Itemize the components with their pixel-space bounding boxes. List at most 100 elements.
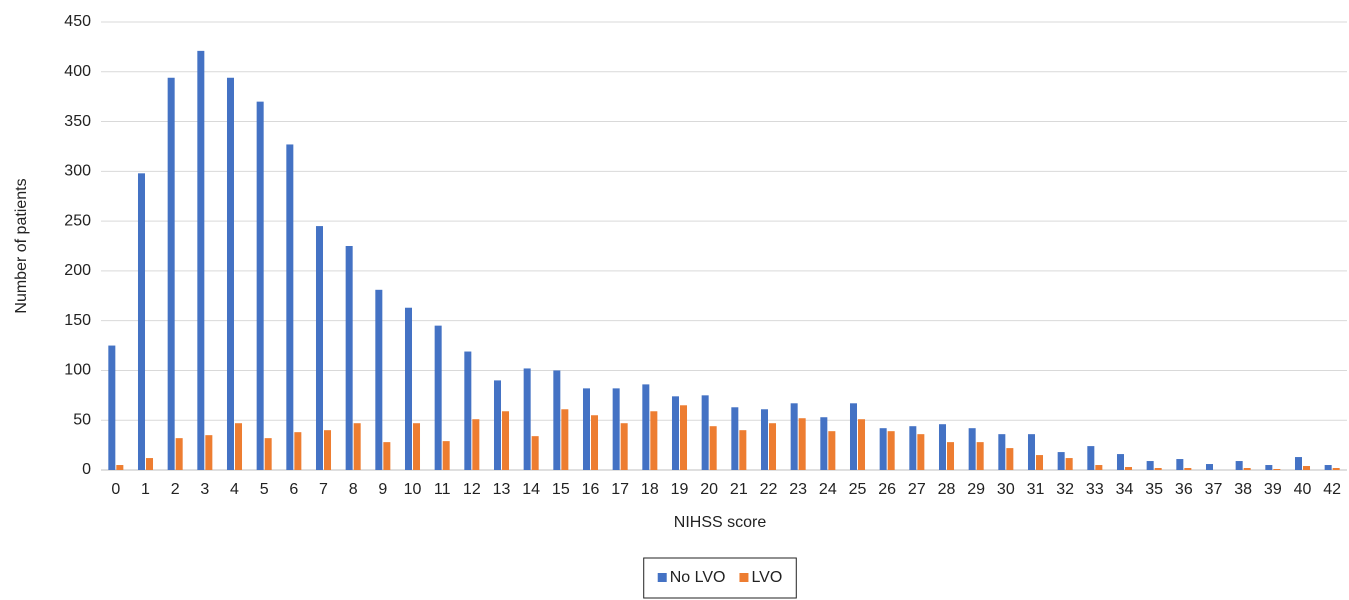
x-tick-label: 25 — [849, 481, 867, 498]
bar — [731, 407, 739, 470]
bar — [116, 465, 124, 470]
bar — [1116, 454, 1124, 470]
bar — [523, 368, 531, 470]
bar — [1294, 457, 1302, 470]
x-tick-label: 32 — [1056, 481, 1074, 498]
bar — [383, 442, 391, 470]
x-tick-label: 37 — [1205, 481, 1223, 498]
x-tick-label: 9 — [378, 481, 387, 498]
y-tick-label: 50 — [73, 411, 91, 428]
bar — [502, 411, 510, 470]
bar — [879, 428, 887, 470]
bar — [1146, 461, 1154, 470]
x-tick-label: 11 — [434, 481, 451, 498]
bar — [1006, 448, 1014, 470]
y-tick-label: 150 — [64, 312, 91, 329]
x-tick-label: 15 — [552, 481, 570, 498]
y-tick-label: 350 — [64, 113, 91, 130]
x-tick-label: 5 — [260, 481, 269, 498]
x-tick-label: 13 — [493, 481, 511, 498]
bar — [760, 409, 768, 470]
bar — [1303, 466, 1311, 470]
bar — [798, 418, 806, 470]
bar — [146, 458, 154, 470]
x-tick-label: 3 — [200, 481, 209, 498]
x-tick-label: 33 — [1086, 481, 1104, 498]
bar — [1273, 469, 1281, 470]
y-axis-label: Number of patients — [13, 178, 30, 313]
x-tick-label: 30 — [997, 481, 1015, 498]
bar — [167, 77, 175, 471]
bar — [858, 419, 866, 470]
x-tick-label: 2 — [171, 481, 180, 498]
x-tick-label: 31 — [1027, 481, 1045, 498]
bar — [256, 101, 264, 471]
bar — [976, 442, 984, 470]
bar — [413, 423, 421, 470]
bar — [642, 384, 650, 470]
bar — [769, 423, 777, 470]
x-tick-label: 16 — [582, 481, 600, 498]
x-tick-label: 26 — [878, 481, 896, 498]
x-tick-label: 34 — [1116, 481, 1134, 498]
bar — [790, 403, 798, 470]
x-tick-label: 7 — [319, 481, 328, 498]
bar — [205, 435, 213, 470]
bar — [1176, 459, 1184, 470]
bar — [286, 144, 294, 470]
x-tick-label: 27 — [908, 481, 926, 498]
bar — [561, 409, 569, 470]
bar — [582, 388, 590, 470]
legend-label: LVO — [751, 569, 782, 586]
bar — [1095, 465, 1103, 470]
bar — [226, 77, 234, 471]
bar — [709, 426, 717, 470]
x-tick-label: 20 — [700, 481, 718, 498]
y-tick-label: 300 — [64, 163, 91, 180]
bar — [591, 415, 599, 470]
x-tick-label: 38 — [1234, 481, 1252, 498]
bar — [1184, 468, 1192, 470]
bar — [324, 430, 332, 470]
x-tick-label: 19 — [671, 481, 689, 498]
legend-label: No LVO — [670, 569, 726, 586]
bar — [375, 289, 383, 470]
x-tick-label: 14 — [522, 481, 540, 498]
y-tick-label: 450 — [64, 13, 91, 30]
bar — [434, 325, 442, 470]
bar — [612, 388, 620, 470]
bar — [1332, 468, 1340, 470]
bar — [353, 423, 361, 470]
bar — [849, 403, 857, 470]
bar — [1324, 465, 1332, 470]
legend-swatch — [739, 573, 749, 582]
bar — [947, 442, 955, 470]
x-tick-label: 36 — [1175, 481, 1193, 498]
y-tick-label: 100 — [64, 362, 91, 379]
bar — [1057, 452, 1065, 470]
bar — [671, 396, 679, 470]
bar — [197, 50, 205, 470]
bar — [108, 345, 116, 470]
bar — [464, 351, 472, 470]
x-tick-label: 12 — [463, 481, 481, 498]
x-tick-label: 29 — [967, 481, 985, 498]
bar — [472, 419, 480, 470]
bar — [404, 307, 412, 470]
bar — [917, 434, 925, 470]
bar — [1205, 464, 1213, 470]
x-tick-label: 23 — [789, 481, 807, 498]
x-tick-label: 18 — [641, 481, 659, 498]
legend-box — [643, 557, 797, 599]
bar — [620, 423, 628, 470]
bar — [315, 226, 323, 470]
bar — [680, 405, 688, 470]
bar — [650, 411, 658, 470]
bar — [264, 438, 272, 470]
bar — [1265, 465, 1273, 470]
x-tick-label: 39 — [1264, 481, 1282, 498]
bar — [1087, 446, 1095, 470]
x-tick-label: 35 — [1145, 481, 1163, 498]
x-axis-label: NIHSS score — [674, 514, 767, 531]
